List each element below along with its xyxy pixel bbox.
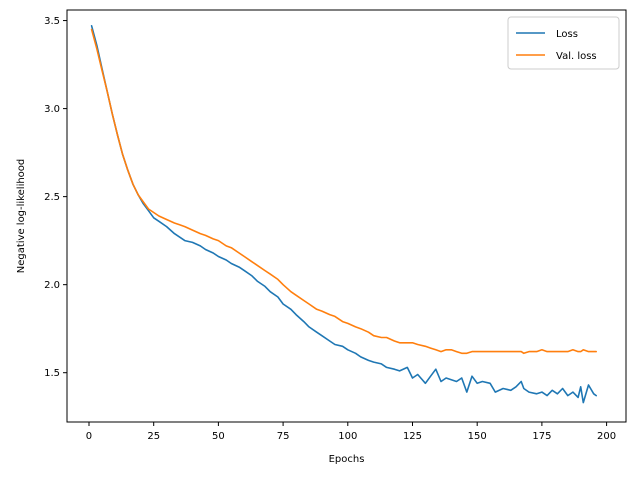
- legend: Loss Val. loss: [507, 16, 620, 70]
- x-tick-label: 100: [338, 431, 357, 442]
- series-line-loss: [90, 24, 598, 404]
- x-tick-label: 150: [468, 431, 487, 442]
- legend-label-loss: Loss: [556, 29, 578, 40]
- x-tick-label: 0: [86, 431, 92, 442]
- x-tick-label: 175: [532, 431, 551, 442]
- x-axis-ticks: 0 25 50 75 100 125 150 175 200: [86, 422, 616, 442]
- x-tick-label: 75: [277, 431, 290, 442]
- x-axis-label: Epochs: [329, 454, 365, 465]
- y-tick-label: 1.5: [44, 368, 60, 379]
- legend-label-val-loss: Val. loss: [556, 51, 597, 62]
- y-tick-label: 2.5: [44, 192, 60, 203]
- y-axis-label: Negative log-likelihood: [16, 159, 27, 274]
- plot-frame: [66, 9, 627, 423]
- x-tick-label: 50: [212, 431, 225, 442]
- y-axis-ticks: 1.5 2.0 2.5 3.0 3.5: [44, 16, 67, 379]
- legend-box: [507, 16, 620, 70]
- y-tick-label: 3.0: [44, 104, 60, 115]
- x-tick-label: 25: [147, 431, 160, 442]
- plot-lines: [90, 24, 598, 404]
- y-tick-label: 3.5: [44, 16, 60, 27]
- x-tick-label: 125: [403, 431, 422, 442]
- y-tick-label: 2.0: [44, 280, 60, 291]
- x-tick-label: 200: [597, 431, 616, 442]
- series-line-val-loss: [90, 28, 598, 355]
